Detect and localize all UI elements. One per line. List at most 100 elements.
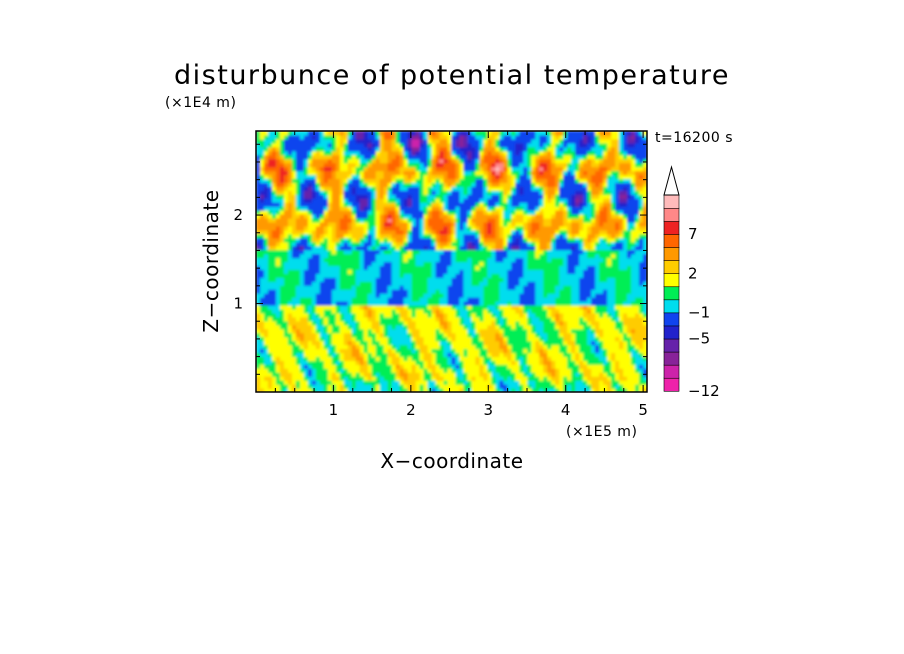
- heatmap-cell: [327, 265, 333, 270]
- heatmap-cell: [375, 332, 381, 338]
- heatmap-cell: [515, 249, 520, 255]
- heatmap-cell: [367, 285, 373, 290]
- heatmap-cell: [599, 293, 604, 298]
- heatmap-cell: [439, 233, 445, 239]
- heatmap-cell: [527, 320, 532, 326]
- heatmap-cell: [311, 360, 317, 365]
- heatmap-cell: [575, 316, 580, 322]
- heatmap-cell: [587, 356, 592, 361]
- heatmap-cell: [475, 253, 481, 259]
- heatmap-cell: [447, 214, 453, 219]
- heatmap-cell: [299, 324, 305, 330]
- heatmap-cell: [563, 344, 568, 350]
- heatmap-cell: [319, 277, 325, 282]
- heatmap-cell: [495, 360, 500, 365]
- heatmap-cell: [295, 241, 301, 247]
- heatmap-cell: [563, 249, 568, 255]
- heatmap-cell: [363, 324, 369, 330]
- heatmap-cell: [607, 328, 612, 334]
- heatmap-cell: [575, 340, 580, 346]
- heatmap-cell: [623, 233, 628, 239]
- heatmap-cell: [431, 384, 437, 389]
- heatmap-cell: [567, 202, 572, 207]
- heatmap-cell: [423, 320, 429, 326]
- heatmap-cell: [403, 269, 409, 274]
- heatmap-cell: [343, 253, 349, 259]
- heatmap-cell: [635, 261, 640, 267]
- heatmap-cell: [343, 289, 349, 294]
- heatmap-cell: [427, 221, 433, 227]
- heatmap-cell: [567, 218, 572, 223]
- heatmap-cell: [475, 281, 481, 286]
- heatmap-cell: [559, 364, 564, 369]
- heatmap-cell: [455, 281, 461, 286]
- heatmap-cell: [287, 293, 293, 298]
- heatmap-cell: [531, 285, 536, 290]
- heatmap-cell: [511, 265, 516, 270]
- heatmap-cell: [587, 214, 592, 219]
- heatmap-cell: [391, 344, 397, 350]
- heatmap-cell: [395, 218, 401, 223]
- heatmap-cell: [459, 218, 465, 223]
- heatmap-cell: [431, 388, 437, 392]
- heatmap-cell: [471, 356, 477, 361]
- heatmap-cell: [383, 320, 389, 326]
- heatmap-cell: [339, 388, 345, 392]
- heatmap-cell: [263, 376, 269, 381]
- heatmap-cell: [375, 202, 381, 207]
- heatmap-cell: [367, 245, 373, 251]
- heatmap-cell: [519, 269, 524, 274]
- heatmap-cell: [267, 249, 273, 255]
- heatmap-cell: [459, 265, 465, 270]
- heatmap-cell: [507, 344, 512, 350]
- heatmap-cell: [639, 281, 644, 286]
- heatmap-cell: [263, 388, 269, 392]
- heatmap-cell: [339, 384, 345, 389]
- heatmap-cell: [635, 225, 640, 231]
- heatmap-cell: [447, 352, 453, 357]
- heatmap-cell: [607, 384, 612, 389]
- heatmap-cell: [367, 206, 373, 211]
- heatmap-cell: [575, 233, 580, 239]
- heatmap-cell: [483, 218, 489, 223]
- heatmap-cell: [611, 253, 616, 259]
- heatmap-cell: [487, 372, 492, 377]
- heatmap-cell: [291, 364, 297, 369]
- heatmap-cell: [463, 360, 469, 365]
- heatmap-cell: [295, 356, 301, 361]
- heatmap-cell: [287, 384, 293, 389]
- heatmap-cell: [511, 293, 516, 298]
- heatmap-cell: [431, 206, 437, 211]
- heatmap-cell: [587, 237, 592, 243]
- heatmap-cell: [627, 388, 632, 392]
- heatmap-cell: [307, 316, 313, 322]
- heatmap-cell: [271, 360, 277, 365]
- heatmap-cell: [375, 316, 381, 322]
- heatmap-cell: [583, 190, 588, 195]
- heatmap-cell: [415, 297, 421, 302]
- heatmap-cell: [371, 253, 377, 259]
- heatmap-cell: [379, 249, 385, 255]
- heatmap-cell: [263, 285, 269, 290]
- heatmap-cell: [543, 218, 548, 223]
- heatmap-cell: [339, 352, 345, 357]
- heatmap-cell: [627, 257, 632, 263]
- heatmap-cell: [631, 308, 636, 314]
- heatmap-cell: [519, 356, 524, 361]
- heatmap-cell: [507, 202, 512, 207]
- heatmap-cell: [387, 384, 393, 389]
- heatmap-cell: [511, 210, 516, 215]
- heatmap-cell: [639, 253, 644, 259]
- heatmap-cell: [551, 218, 556, 223]
- heatmap-cell: [595, 344, 600, 350]
- heatmap-cell: [399, 245, 405, 251]
- heatmap-cell: [311, 368, 317, 373]
- heatmap-cell: [407, 289, 413, 294]
- heatmap-cell: [595, 214, 600, 219]
- heatmap-cell: [319, 265, 325, 270]
- heatmap-cell: [523, 265, 528, 270]
- heatmap-cell: [256, 328, 261, 334]
- heatmap-cell: [411, 297, 417, 302]
- heatmap-cell: [291, 210, 297, 215]
- heatmap-cell: [623, 301, 628, 306]
